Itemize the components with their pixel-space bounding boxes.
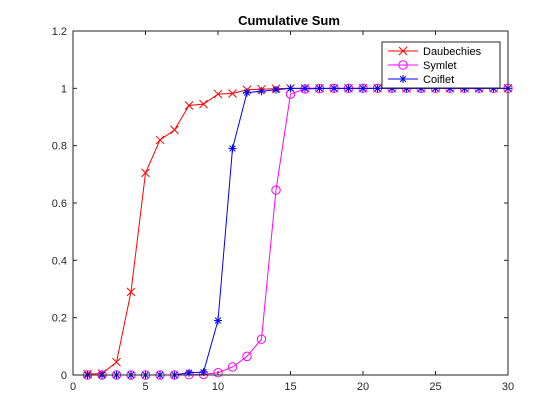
y-tick-label: 0.6 [52, 198, 67, 210]
data-point-daubechies [155, 135, 165, 145]
legend-label-symlet: Symlet [423, 60, 457, 72]
x-tick-label: 10 [212, 381, 224, 393]
legend-marker-coiflet [399, 75, 407, 83]
legend-label-daubechies: Daubechies [423, 46, 482, 58]
data-point-coiflet [301, 84, 309, 93]
legend-marker-symlet [398, 60, 408, 70]
y-tick-label: 0.4 [52, 255, 67, 267]
legend-label-coiflet: Coiflet [423, 74, 454, 86]
legend-marker-daubechies [398, 46, 408, 56]
data-point-daubechies [184, 101, 194, 110]
data-point-symlet [213, 368, 223, 378]
data-point-coiflet [243, 88, 251, 97]
legend-item-symlet: Symlet [388, 60, 457, 72]
legend-item-coiflet: Coiflet [388, 74, 454, 86]
data-point-coiflet [344, 84, 353, 93]
y-tick-label: 0.8 [52, 141, 67, 153]
legend-item-daubechies: Daubechies [388, 46, 482, 58]
x-tick-label: 0 [70, 381, 76, 393]
data-point-daubechies [213, 89, 223, 99]
data-point-coiflet [272, 85, 280, 94]
x-tick-label: 20 [357, 381, 369, 393]
data-point-coiflet [257, 87, 266, 96]
y-tick-label: 1.2 [52, 26, 67, 38]
data-point-coiflet [330, 84, 338, 93]
axes-layer: 0 5 10 15 20 25 30 0 0.2 0.4 0.6 0.8 1 1.2 [52, 26, 514, 393]
legend: Daubechies Symlet Coiflet [381, 41, 501, 89]
data-point-symlet [256, 334, 267, 344]
data-point-daubechies [126, 287, 136, 297]
chart-title: Cumulative Sum [238, 13, 340, 28]
data-point-coiflet [286, 84, 295, 93]
data-point-coiflet [359, 84, 367, 93]
data-point-coiflet [185, 368, 193, 377]
data-point-coiflet [373, 84, 382, 93]
data-point-daubechies [141, 168, 150, 178]
x-tick-label: 5 [142, 381, 148, 393]
x-tick-label: 25 [429, 381, 441, 393]
data-point-symlet [242, 351, 252, 362]
y-tick-label: 0 [61, 370, 67, 382]
data-point-coiflet [315, 84, 324, 93]
data-point-daubechies [170, 125, 179, 135]
data-point-coiflet [214, 316, 222, 325]
y-tick-label: 1 [61, 83, 67, 95]
data-point-daubechies [228, 89, 237, 98]
data-point-daubechies [199, 99, 208, 109]
x-tick-label: 30 [502, 381, 514, 393]
x-tick-label: 15 [284, 381, 296, 393]
data-point-symlet [271, 185, 281, 195]
data-point-daubechies [112, 357, 121, 367]
data-point-coiflet [228, 144, 237, 153]
data-point-symlet [227, 362, 238, 372]
y-tick-label: 0.2 [52, 313, 67, 325]
